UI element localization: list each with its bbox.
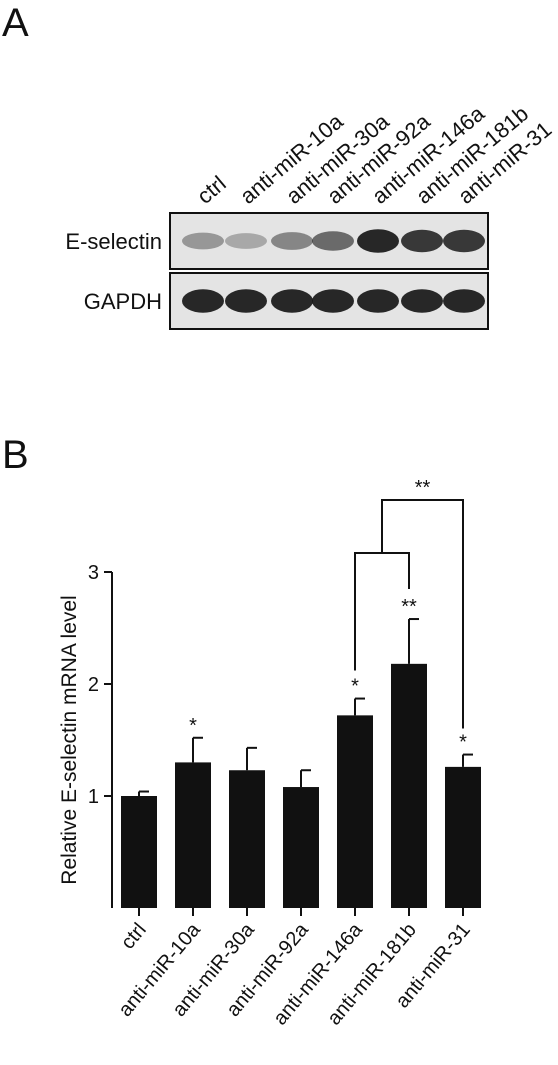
significance-mark: * bbox=[459, 732, 467, 754]
bar bbox=[121, 796, 157, 908]
blot-band bbox=[312, 289, 354, 313]
blot-band bbox=[401, 229, 443, 253]
comparison-bracket-outer bbox=[381, 499, 464, 729]
blot-band bbox=[271, 289, 313, 313]
y-axis-title: Relative E-selectin mRNA level bbox=[58, 595, 81, 884]
blot-row-label: GAPDH bbox=[84, 289, 162, 314]
y-tick-label: 3 bbox=[88, 562, 99, 584]
blot-band bbox=[357, 289, 399, 313]
blot-band bbox=[443, 289, 485, 313]
lane-labels: ctrl anti-miR-10aanti-miR-30aanti-miR-92a… bbox=[192, 100, 556, 208]
significance-mark: * bbox=[189, 715, 197, 737]
blot-band bbox=[312, 231, 354, 251]
blot-band bbox=[271, 232, 313, 250]
category-label: ctrl bbox=[117, 919, 151, 954]
bar bbox=[445, 766, 481, 908]
blot-band bbox=[401, 289, 443, 313]
bar bbox=[337, 715, 373, 908]
panel-b-letter: B bbox=[2, 433, 29, 477]
blot-band bbox=[225, 233, 267, 249]
bar bbox=[283, 787, 319, 908]
blot-row-label: E-selectin bbox=[65, 229, 162, 254]
western-blot: E-selectin GAPDH bbox=[65, 212, 489, 330]
panel-a-letter: A bbox=[2, 1, 29, 45]
blot-band bbox=[182, 232, 224, 250]
y-tick-label: 2 bbox=[88, 674, 99, 696]
bracket-significance: ** bbox=[415, 477, 431, 499]
lane-label: ctrl bbox=[192, 171, 231, 209]
blot-band bbox=[357, 229, 399, 253]
significance-mark: ** bbox=[401, 596, 417, 618]
blot-band bbox=[182, 289, 224, 313]
y-tick-label: 1 bbox=[88, 786, 99, 808]
significance-mark: * bbox=[351, 676, 359, 698]
bar bbox=[391, 663, 427, 908]
bar bbox=[229, 770, 265, 908]
blot-band bbox=[225, 289, 267, 313]
blot-band bbox=[443, 229, 485, 253]
bar bbox=[175, 762, 211, 908]
